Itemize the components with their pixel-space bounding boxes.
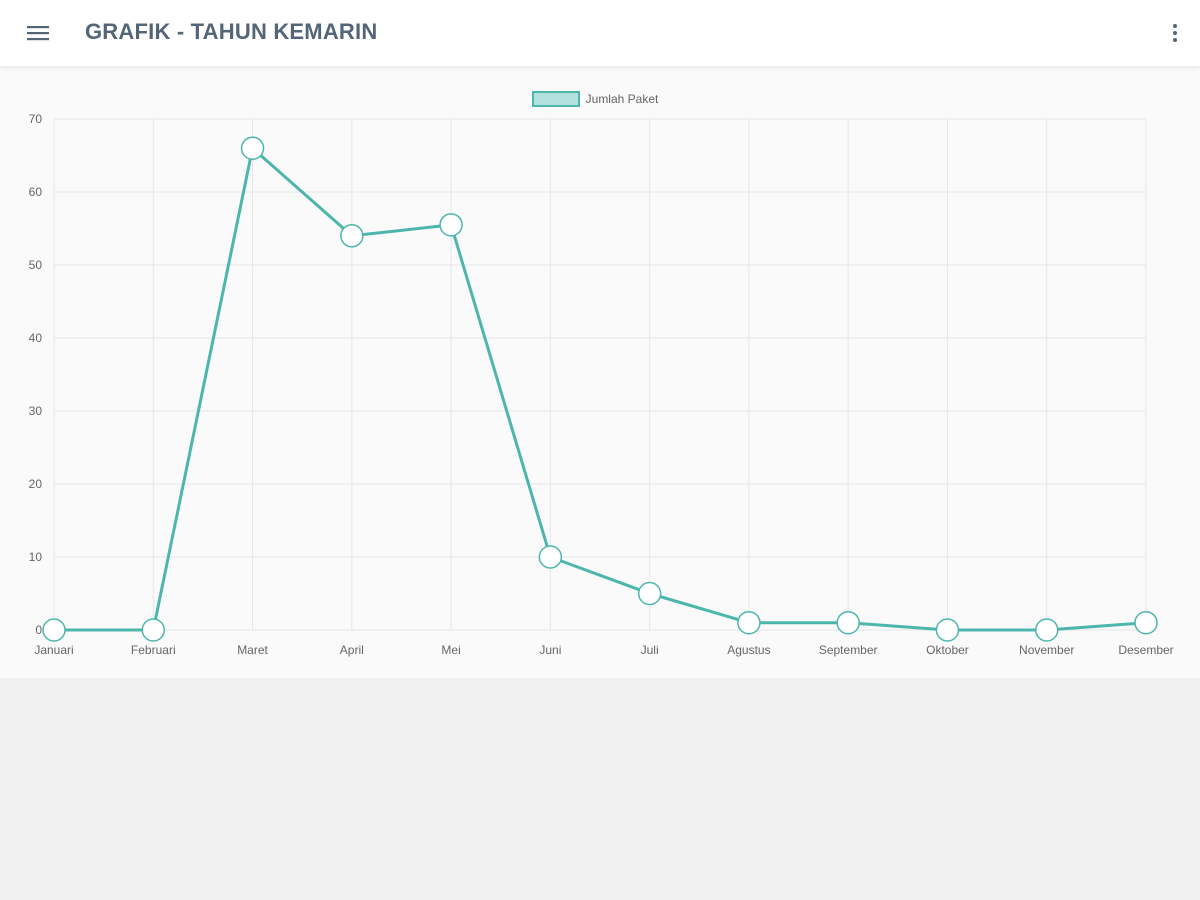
data-point[interactable] xyxy=(439,213,463,237)
y-tick-label: 0 xyxy=(35,623,42,637)
data-point[interactable] xyxy=(836,610,860,635)
data-point[interactable] xyxy=(141,618,166,642)
x-tick-label: Desember xyxy=(1118,643,1173,657)
chart-card: Jumlah Paket 0 10 20 30 40 50 60 70 Januari Febr… xyxy=(0,66,1200,678)
x-tick-label: November xyxy=(1019,643,1074,657)
data-point[interactable] xyxy=(340,224,364,248)
x-tick-label: Juli xyxy=(641,643,659,657)
y-tick-label: 10 xyxy=(29,550,43,564)
legend-label: Jumlah Paket xyxy=(585,92,659,106)
x-tick-label: Oktober xyxy=(926,643,969,657)
data-point[interactable] xyxy=(637,581,662,606)
data-point[interactable] xyxy=(42,618,66,642)
y-tick-label: 50 xyxy=(29,258,43,272)
y-tick-label: 70 xyxy=(29,112,43,126)
menu-button[interactable] xyxy=(18,15,58,51)
x-tick-label: Juni xyxy=(539,643,561,657)
series-line-layer xyxy=(54,146,1147,632)
x-tick-label: Agustus xyxy=(727,643,770,657)
y-tick-label: 40 xyxy=(29,331,43,345)
page-title: GRAFIK - TAHUN KEMARIN xyxy=(85,19,378,44)
y-tick-label: 20 xyxy=(29,477,43,491)
grid xyxy=(53,118,1147,631)
app-bar: GRAFIK - TAHUN KEMARIN xyxy=(0,0,1200,66)
data-point[interactable] xyxy=(737,610,761,635)
line-chart: 0 10 20 30 40 50 60 70 Januari Februari Maret Apri… xyxy=(29,112,1174,657)
data-point[interactable] xyxy=(1034,618,1059,642)
x-tick-label: Mei xyxy=(441,643,460,657)
data-point[interactable] xyxy=(935,618,960,642)
y-tick-label: 30 xyxy=(29,404,43,418)
series-line xyxy=(54,146,1147,632)
y-tick-label: 60 xyxy=(29,185,43,199)
more-options-button[interactable] xyxy=(1160,17,1190,49)
hamburger-menu-icon xyxy=(27,26,49,41)
more-vertical-icon xyxy=(1173,24,1177,42)
data-point[interactable] xyxy=(538,545,563,569)
x-tick-label: April xyxy=(340,643,364,657)
y-axis-ticks: 0 10 20 30 40 50 60 70 xyxy=(29,112,43,637)
legend-swatch xyxy=(531,91,580,107)
series-points-layer xyxy=(42,136,1158,642)
data-point[interactable] xyxy=(240,136,265,160)
x-axis-ticks: Januari Februari Maret April Mei Juni Juli Agus… xyxy=(34,643,1173,657)
data-point[interactable] xyxy=(1134,610,1158,635)
x-tick-label: Februari xyxy=(131,643,176,657)
x-tick-label: Januari xyxy=(34,643,73,657)
x-tick-label: Maret xyxy=(237,643,268,657)
chart-legend[interactable]: Jumlah Paket xyxy=(0,91,1190,107)
x-tick-label: September xyxy=(819,643,878,657)
